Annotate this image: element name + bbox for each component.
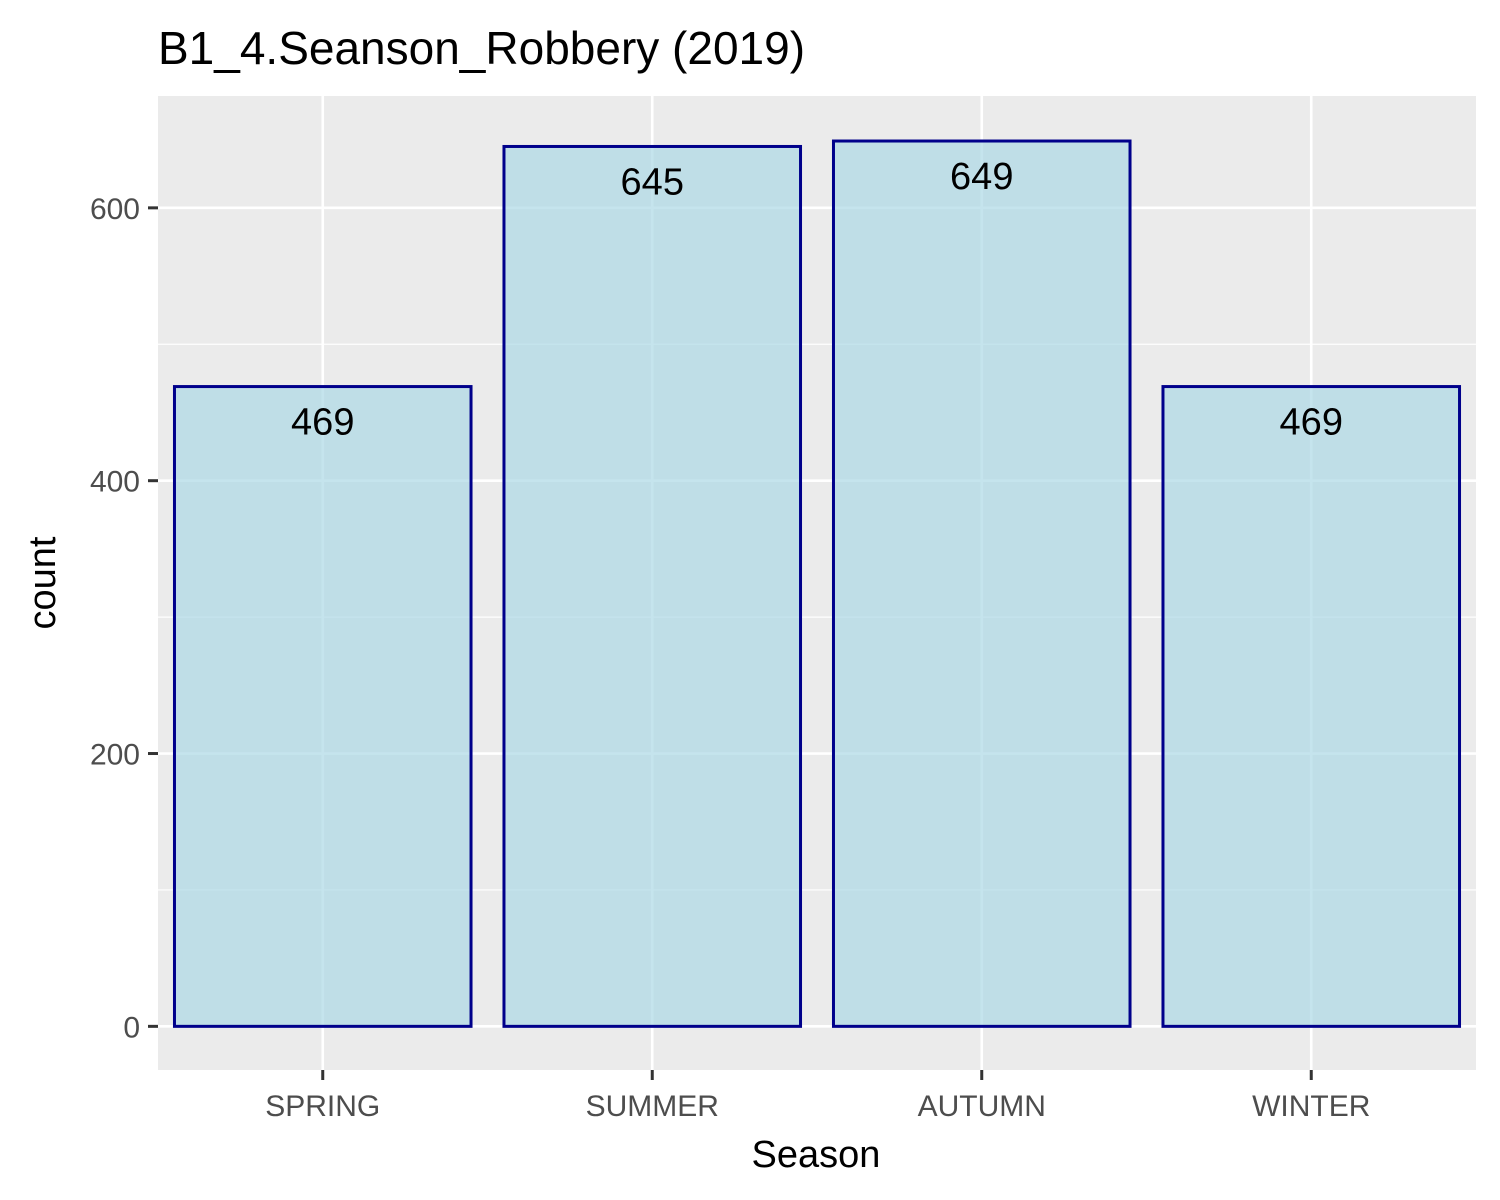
x-tick-label: AUTUMN xyxy=(918,1090,1046,1123)
data-label-spring: 469 xyxy=(291,402,354,444)
x-axis-title: Season xyxy=(752,1134,881,1176)
x-tick-label: SUMMER xyxy=(586,1090,719,1123)
x-axis: SPRING SUMMER AUTUMN WINTER xyxy=(265,1070,1370,1123)
data-labels: 469 645 649 469 xyxy=(291,156,1343,444)
y-tick-label: 200 xyxy=(90,739,140,772)
y-tick-label: 0 xyxy=(123,1011,140,1044)
bar-spring xyxy=(172,385,473,1028)
y-axis: 0 200 400 600 xyxy=(90,193,158,1044)
y-axis-title: count xyxy=(22,536,64,629)
bar-winter xyxy=(1161,385,1462,1028)
chart-title: B1_4.Seanson_Robbery (2019) xyxy=(158,22,805,74)
data-label-autumn: 649 xyxy=(950,156,1013,198)
data-label-winter: 469 xyxy=(1280,402,1343,444)
bars xyxy=(172,139,1462,1028)
x-tick-label: SPRING xyxy=(265,1090,380,1123)
y-tick-label: 400 xyxy=(90,466,140,499)
y-tick-label: 600 xyxy=(90,193,140,226)
x-tick-label: WINTER xyxy=(1252,1090,1370,1123)
data-label-summer: 645 xyxy=(621,161,684,203)
bar-autumn xyxy=(831,139,1132,1028)
bar-summer xyxy=(502,144,803,1028)
